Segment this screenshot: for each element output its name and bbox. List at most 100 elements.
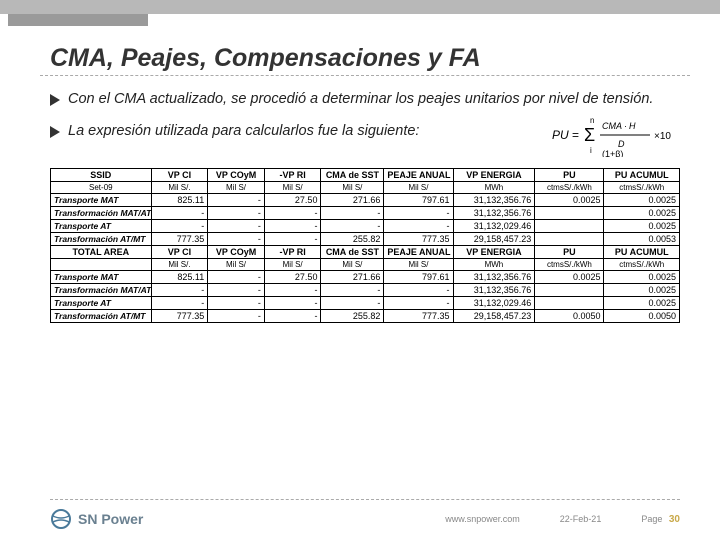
th: VP CI bbox=[151, 246, 208, 259]
table-cell: - bbox=[321, 207, 384, 220]
table-cell: - bbox=[208, 194, 265, 207]
table-cell: - bbox=[384, 207, 453, 220]
table-cell: 255.82 bbox=[321, 233, 384, 246]
table-cell: 0.0050 bbox=[604, 310, 680, 323]
top-bar bbox=[0, 0, 720, 14]
th: -VP RI bbox=[264, 169, 321, 182]
table-cell: 31,132,356.76 bbox=[453, 271, 535, 284]
brand-text: SN Power bbox=[78, 511, 143, 527]
table-cell bbox=[535, 220, 604, 233]
table-cell: - bbox=[264, 220, 321, 233]
th: CMA de SST bbox=[321, 169, 384, 182]
th: VP COyM bbox=[208, 169, 265, 182]
table-header-1: SSID VP CI VP COyM -VP RI CMA de SST PEA… bbox=[51, 169, 680, 182]
table-row: Transformación MAT/AT-----31,132,356.760… bbox=[51, 207, 680, 220]
th: VP COyM bbox=[208, 246, 265, 259]
table-row: Transporte MAT825.11-27.50271.66797.6131… bbox=[51, 271, 680, 284]
table-row: Transformación AT/MT777.35--255.82777.35… bbox=[51, 310, 680, 323]
table-cell: 27.50 bbox=[264, 271, 321, 284]
svg-text:(1+β): (1+β) bbox=[602, 149, 623, 157]
table-cell: Transformación AT/MT bbox=[51, 310, 152, 323]
footer-divider bbox=[50, 499, 680, 500]
table-cell: - bbox=[208, 310, 265, 323]
table-cell: 29,158,457.23 bbox=[453, 233, 535, 246]
th: Mil S/ bbox=[208, 259, 265, 271]
table-cell: 0.0053 bbox=[604, 233, 680, 246]
table-cell: 797.61 bbox=[384, 194, 453, 207]
svg-text:i: i bbox=[590, 146, 592, 155]
table-cell: - bbox=[384, 284, 453, 297]
table-cell: 31,132,356.76 bbox=[453, 207, 535, 220]
table-cell: - bbox=[384, 220, 453, 233]
th: Mil S/. bbox=[151, 259, 208, 271]
th: Mil S/ bbox=[321, 259, 384, 271]
table-cell: 0.0050 bbox=[535, 310, 604, 323]
formula: PU = n Σ i CMA·H D ×10 (1+β) bbox=[550, 113, 680, 160]
th: SSID bbox=[51, 169, 152, 182]
th: Mil S/ bbox=[264, 259, 321, 271]
table-cell: 0.0025 bbox=[604, 220, 680, 233]
table-cell: 0.0025 bbox=[604, 284, 680, 297]
svg-text:×10: ×10 bbox=[654, 131, 671, 142]
table-cell: 825.11 bbox=[151, 194, 208, 207]
table-row: Transformación MAT/AT-----31,132,356.760… bbox=[51, 284, 680, 297]
globe-icon bbox=[50, 508, 72, 530]
table-cell: - bbox=[151, 207, 208, 220]
th: PEAJE ANUAL bbox=[384, 246, 453, 259]
table-cell: Transformación MAT/AT bbox=[51, 207, 152, 220]
svg-text:CMA·H: CMA·H bbox=[602, 121, 636, 131]
th: TOTAL AREA bbox=[51, 246, 152, 259]
table-cell: 797.61 bbox=[384, 271, 453, 284]
table-cell: 777.35 bbox=[384, 310, 453, 323]
table-cell: - bbox=[321, 297, 384, 310]
table-cell: - bbox=[208, 284, 265, 297]
th: ctmsS/./kWh bbox=[535, 259, 604, 271]
th: VP ENERGIA bbox=[453, 246, 535, 259]
svg-text:PU: PU bbox=[552, 128, 569, 142]
th bbox=[51, 259, 152, 271]
th: -VP RI bbox=[264, 246, 321, 259]
svg-text:D: D bbox=[618, 139, 625, 149]
table-cell: - bbox=[208, 207, 265, 220]
table-cell: Transformación AT/MT bbox=[51, 233, 152, 246]
table-cell: - bbox=[208, 233, 265, 246]
bullet-1-text: Con el CMA actualizado, se procedió a de… bbox=[68, 90, 653, 110]
th: Mil S/ bbox=[208, 182, 265, 194]
table-cell: 777.35 bbox=[151, 310, 208, 323]
table-row: Transporte MAT825.11-27.50271.66797.6131… bbox=[51, 194, 680, 207]
table-cell: 777.35 bbox=[151, 233, 208, 246]
th: VP ENERGIA bbox=[453, 169, 535, 182]
th: PEAJE ANUAL bbox=[384, 169, 453, 182]
table-cell: 31,132,029.46 bbox=[453, 297, 535, 310]
table-cell: - bbox=[264, 297, 321, 310]
table-cell: Transporte AT bbox=[51, 220, 152, 233]
table-cell bbox=[535, 207, 604, 220]
table-cell: 27.50 bbox=[264, 194, 321, 207]
table-cell: - bbox=[321, 284, 384, 297]
th: Mil S/ bbox=[384, 182, 453, 194]
table-cell: - bbox=[321, 220, 384, 233]
th: ctmsS/./kWh bbox=[604, 182, 680, 194]
th: Mil S/ bbox=[321, 182, 384, 194]
bullet-icon bbox=[50, 94, 60, 106]
table-row: Transporte AT-----31,132,029.460.0025 bbox=[51, 220, 680, 233]
accent-bar bbox=[8, 14, 148, 26]
table-cell: - bbox=[264, 207, 321, 220]
page-label: Page bbox=[641, 514, 662, 524]
table-cell: - bbox=[264, 310, 321, 323]
table-cell: 0.0025 bbox=[604, 207, 680, 220]
table-cell: 825.11 bbox=[151, 271, 208, 284]
table-cell: 0.0025 bbox=[535, 271, 604, 284]
th: ctmsS/./kWh bbox=[535, 182, 604, 194]
th: Mil S/ bbox=[384, 259, 453, 271]
table-cell: 255.82 bbox=[321, 310, 384, 323]
bullet-1: Con el CMA actualizado, se procedió a de… bbox=[50, 90, 680, 110]
table-cell: - bbox=[208, 271, 265, 284]
table-cell: 0.0025 bbox=[604, 194, 680, 207]
table-cell: 31,132,029.46 bbox=[453, 220, 535, 233]
svg-text:Σ: Σ bbox=[584, 125, 595, 145]
bullet-2-text: La expresión utilizada para calcularlos … bbox=[68, 122, 419, 142]
table-cell: - bbox=[151, 220, 208, 233]
table-cell: - bbox=[208, 220, 265, 233]
footer: SN Power www.snpower.com 22-Feb-21 Page … bbox=[0, 499, 720, 530]
